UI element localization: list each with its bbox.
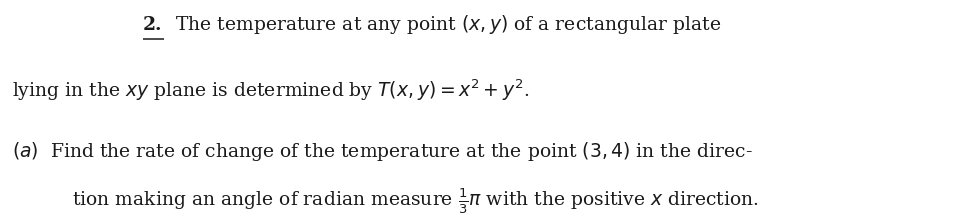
Text: $(a)$  Find the rate of change of the temperature at the point $(3, 4)$ in the d: $(a)$ Find the rate of change of the tem…	[12, 140, 753, 163]
Text: tion making an angle of radian measure $\frac{1}{3}\pi$ with the positive $x$ di: tion making an angle of radian measure $…	[72, 186, 760, 216]
Text: The temperature at any point $(x, y)$ of a rectangular plate: The temperature at any point $(x, y)$ of…	[175, 13, 722, 36]
Text: 2.: 2.	[143, 16, 162, 34]
Text: lying in the $xy$ plane is determined by $T(x, y) = x^2 + y^2$.: lying in the $xy$ plane is determined by…	[12, 78, 529, 103]
